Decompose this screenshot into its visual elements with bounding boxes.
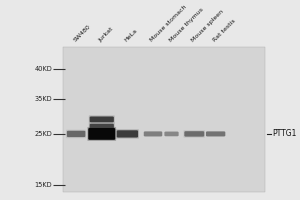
Text: Mouse spleen: Mouse spleen — [191, 9, 225, 43]
Text: 40KD: 40KD — [34, 66, 52, 72]
FancyBboxPatch shape — [184, 130, 205, 138]
Text: Jurkat: Jurkat — [98, 26, 115, 43]
FancyBboxPatch shape — [117, 130, 138, 138]
Text: HeLa: HeLa — [124, 28, 139, 43]
FancyBboxPatch shape — [90, 116, 114, 122]
FancyBboxPatch shape — [184, 131, 204, 137]
FancyBboxPatch shape — [89, 115, 115, 123]
FancyBboxPatch shape — [116, 129, 139, 139]
FancyBboxPatch shape — [144, 131, 162, 136]
Text: 35KD: 35KD — [34, 96, 52, 102]
Text: Rat testis: Rat testis — [212, 19, 237, 43]
FancyBboxPatch shape — [88, 128, 115, 140]
FancyBboxPatch shape — [90, 124, 114, 130]
Text: 15KD: 15KD — [34, 182, 52, 188]
FancyBboxPatch shape — [67, 131, 86, 137]
FancyBboxPatch shape — [87, 127, 116, 141]
FancyBboxPatch shape — [164, 132, 178, 136]
Text: PTTG1: PTTG1 — [273, 129, 297, 138]
Bar — [63, 47, 266, 192]
FancyBboxPatch shape — [206, 131, 225, 136]
FancyBboxPatch shape — [66, 130, 86, 138]
Text: 25KD: 25KD — [34, 131, 52, 137]
Text: SW480: SW480 — [73, 24, 92, 43]
Text: Mouse thymus: Mouse thymus — [168, 7, 204, 43]
FancyBboxPatch shape — [89, 123, 115, 131]
Text: Mouse stomach: Mouse stomach — [149, 5, 188, 43]
